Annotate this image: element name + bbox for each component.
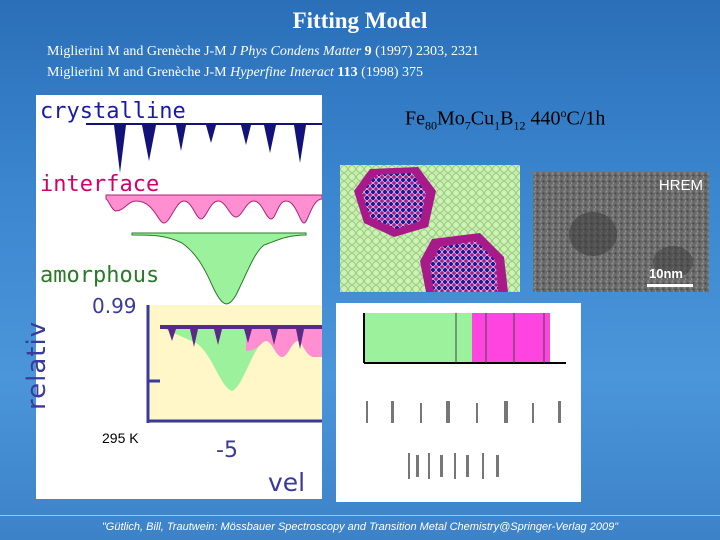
distribution-graphic — [363, 313, 566, 479]
anneal-unit: C/1h — [566, 107, 606, 130]
spectra-graphic — [86, 123, 322, 423]
subscript-b: 12 — [513, 118, 526, 133]
reference-journal: J Phys Condens Matter — [230, 44, 362, 59]
hrem-texture — [533, 172, 709, 292]
subscript-mo: 7 — [464, 118, 471, 133]
label-tick: -5 — [216, 438, 238, 463]
interface-spectrum — [105, 194, 322, 224]
green-band — [364, 313, 472, 363]
alloy-composition: Fe80Mo7Cu1B12 440oC/1h — [405, 106, 605, 134]
reference-1: Miglierini M and Grenèche J-M J Phys Con… — [47, 44, 479, 60]
reference-journal: Hyperfine Interact — [230, 65, 334, 80]
label-crystalline: crystalline — [40, 99, 186, 124]
reference-2: Miglierini M and Grenèche J-M Hyperfine … — [47, 65, 423, 81]
amorphous-spectrum — [131, 232, 307, 305]
reference-pages: (1997) 2303, 2321 — [371, 44, 479, 59]
reference-authors: Miglierini M and Grenèche J-M — [47, 65, 231, 80]
crystalline-spectrum — [86, 123, 322, 173]
element-b: B — [500, 107, 514, 130]
label-amorphous: amorphous — [40, 263, 160, 288]
element-fe: Fe — [405, 107, 425, 130]
pink-band — [472, 313, 550, 363]
reference-volume: 113 — [337, 65, 358, 80]
grain-1-core — [362, 173, 426, 229]
degree-sign: o — [560, 106, 567, 120]
label-interface: interface — [40, 172, 160, 197]
element-cu: Cu — [470, 107, 495, 130]
structure-model-image — [340, 165, 520, 292]
label-temperature: 295 K — [102, 430, 139, 446]
footer-citation: "Gütlich, Bill, Trautwein: Mössbauer Spe… — [101, 521, 619, 533]
fit-dark-lines — [160, 325, 322, 349]
scale-bar — [647, 284, 693, 287]
anneal-temperature: 440 — [525, 107, 561, 130]
grain-2-core — [430, 241, 498, 292]
subscript-cu: 1 — [494, 118, 501, 133]
hrem-image: HREM 10nm — [533, 172, 709, 292]
footer-divider — [0, 515, 720, 516]
label-fraction: 0.99 — [92, 294, 137, 318]
fit-green-region — [160, 327, 266, 391]
subscript-fe: 80 — [425, 118, 437, 133]
reference-authors: Miglierini M and Grenèche J-M — [47, 44, 231, 59]
label-relative: relativ — [22, 320, 52, 410]
hyperfine-distribution-image — [336, 303, 581, 502]
grain-model-graphic — [340, 165, 520, 292]
spectra-panel — [36, 95, 322, 499]
element-mo: Mo — [437, 107, 465, 130]
fit-pink-region — [246, 327, 322, 357]
slide-title: Fitting Model — [292, 8, 428, 33]
reference-volume: 9 — [364, 44, 372, 59]
reference-pages: (1998) 375 — [357, 65, 423, 80]
nanocrystal-2 — [653, 246, 693, 278]
tick-fragments — [366, 401, 561, 479]
label-velocity: vel — [268, 468, 306, 497]
scale-bar-label: 10nm — [649, 266, 683, 281]
nanocrystal-1 — [569, 212, 617, 256]
hrem-label: HREM — [658, 177, 703, 194]
